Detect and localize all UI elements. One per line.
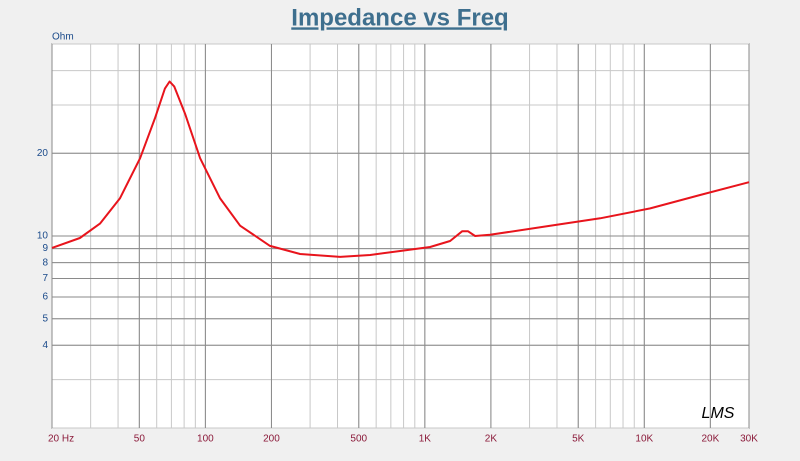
y-tick-label: 6: [42, 292, 48, 303]
x-tick-label: 50: [134, 434, 146, 445]
y-tick-label: 20: [37, 148, 49, 159]
x-tick-label: 30K: [740, 434, 758, 445]
y-axis-label: Ohm: [52, 32, 74, 43]
y-tick-label: 5: [42, 313, 48, 324]
y-tick-label: 4: [42, 340, 48, 351]
y-tick-label: 7: [42, 273, 48, 284]
x-tick-label: 200: [263, 434, 280, 445]
x-tick-label: 5K: [572, 434, 585, 445]
chart-title: Impedance vs Freq: [291, 4, 508, 31]
y-tick-label: 10: [37, 231, 49, 242]
grid: [51, 43, 750, 429]
x-tick-label: 100: [197, 434, 214, 445]
y-tick-label: 8: [42, 257, 48, 268]
x-tick-label: 20K: [701, 434, 719, 445]
impedance-line: [51, 80, 750, 258]
x-tick-label: 500: [350, 434, 367, 445]
x-tick-label: 1K: [419, 434, 432, 445]
watermark: LMS: [702, 405, 735, 422]
x-tick-label: 2K: [485, 434, 498, 445]
marks: [51, 80, 750, 258]
x-tick-label: 10K: [635, 434, 653, 445]
x-tick-label: 20 Hz: [48, 434, 74, 445]
y-tick-label: 9: [42, 243, 48, 254]
